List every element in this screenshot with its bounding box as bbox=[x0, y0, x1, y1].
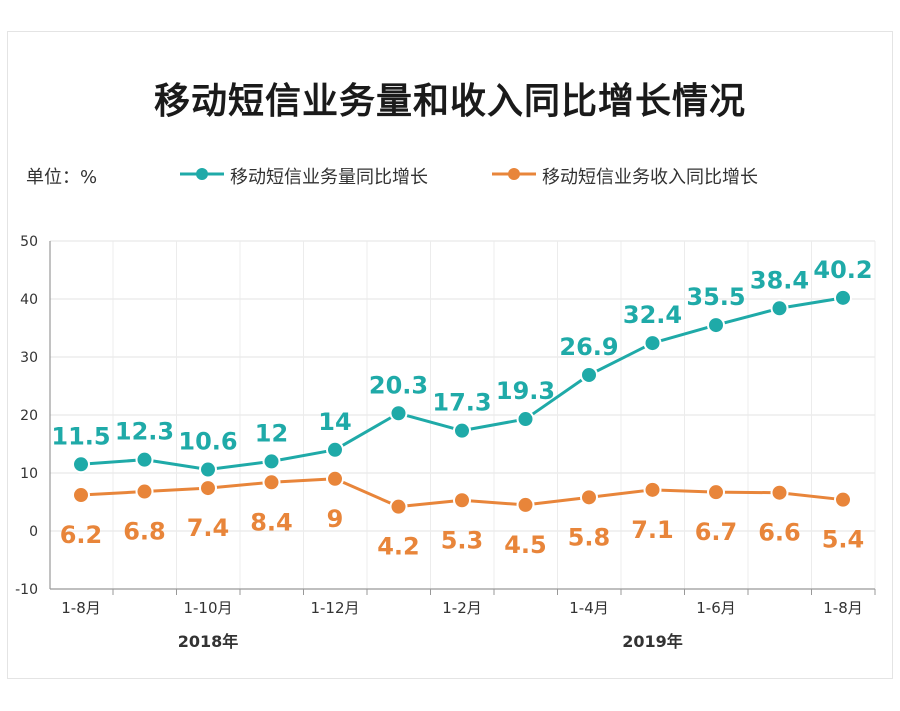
legend-volume-marker bbox=[180, 168, 224, 180]
volume-point bbox=[72, 455, 90, 474]
x-tick-label: 1-8月 bbox=[61, 599, 101, 617]
revenue-point bbox=[580, 488, 598, 507]
x-tick-label: 1-8月 bbox=[823, 599, 863, 617]
revenue-data-label: 6.2 bbox=[60, 521, 103, 549]
revenue-data-label: 6.6 bbox=[758, 519, 801, 547]
year-label: 2019年 bbox=[622, 632, 683, 651]
chart-title: 移动短信业务量和收入同比增长情况 bbox=[153, 81, 746, 122]
x-tick-label: 1-4月 bbox=[569, 599, 609, 617]
revenue-point bbox=[516, 495, 535, 514]
y-tick-label: 30 bbox=[20, 350, 38, 366]
revenue-point bbox=[834, 490, 852, 509]
volume-data-label: 19.3 bbox=[496, 377, 555, 405]
unit-label: 单位：% bbox=[26, 167, 98, 188]
volume-point bbox=[643, 334, 662, 353]
y-tick-label: 50 bbox=[20, 234, 38, 250]
volume-point bbox=[770, 299, 789, 318]
revenue-point bbox=[643, 480, 662, 499]
revenue-data-label: 7.4 bbox=[187, 514, 230, 542]
x-tick-label: 1-2月 bbox=[442, 599, 482, 617]
volume-point bbox=[834, 288, 852, 307]
volume-data-label: 12 bbox=[255, 419, 288, 447]
y-tick-label: 0 bbox=[29, 524, 38, 540]
volume-data-label: 12.3 bbox=[115, 418, 174, 446]
x-tick-label: 1-12月 bbox=[310, 599, 359, 617]
revenue-data-label: 4.2 bbox=[377, 533, 420, 561]
revenue-data-label: 6.7 bbox=[695, 518, 738, 546]
revenue-data-label: 9 bbox=[327, 505, 344, 533]
revenue-data-label: 6.8 bbox=[123, 518, 166, 546]
legend-revenue-marker bbox=[492, 168, 536, 180]
y-tick-label: 40 bbox=[20, 292, 38, 308]
revenue-data-label: 4.5 bbox=[504, 531, 547, 559]
revenue-data-label: 5.3 bbox=[441, 526, 484, 554]
revenue-data-label: 5.4 bbox=[822, 526, 865, 554]
legend-revenue-label: 移动短信业务收入同比增长 bbox=[542, 167, 758, 188]
y-tick-label: 10 bbox=[20, 466, 38, 482]
y-tick-label: 20 bbox=[20, 408, 38, 424]
revenue-data-label: 5.8 bbox=[568, 523, 611, 551]
revenue-data-label: 7.1 bbox=[631, 516, 674, 544]
volume-data-label: 35.5 bbox=[686, 283, 745, 311]
legend-volume-label: 移动短信业务量同比增长 bbox=[230, 167, 428, 188]
volume-point bbox=[389, 404, 408, 423]
volume-data-label: 26.9 bbox=[559, 333, 618, 361]
revenue-point bbox=[199, 479, 217, 498]
volume-data-label: 40.2 bbox=[813, 256, 872, 284]
x-tick-label: 1-6月 bbox=[696, 599, 736, 617]
revenue-point bbox=[707, 483, 725, 502]
x-tick-label: 1-10月 bbox=[183, 599, 232, 617]
volume-data-label: 38.4 bbox=[750, 266, 809, 294]
year-label: 2018年 bbox=[178, 632, 239, 651]
volume-point bbox=[199, 460, 217, 479]
volume-point bbox=[580, 365, 598, 384]
revenue-point bbox=[389, 497, 408, 516]
revenue-point bbox=[770, 483, 789, 502]
revenue-point bbox=[262, 473, 281, 492]
volume-data-label: 11.5 bbox=[51, 422, 110, 450]
revenue-point bbox=[135, 482, 154, 501]
volume-point bbox=[453, 421, 471, 440]
revenue-point bbox=[326, 469, 344, 488]
volume-data-label: 10.6 bbox=[178, 428, 237, 456]
volume-data-label: 17.3 bbox=[432, 389, 491, 417]
y-tick-label: -10 bbox=[15, 582, 38, 598]
revenue-point bbox=[72, 486, 90, 505]
revenue-data-label: 8.4 bbox=[250, 508, 293, 536]
chart-frame bbox=[7, 31, 893, 679]
volume-point bbox=[516, 410, 535, 429]
revenue-point bbox=[453, 491, 471, 510]
volume-point bbox=[707, 316, 725, 335]
volume-point bbox=[326, 440, 344, 459]
volume-data-label: 14 bbox=[318, 408, 351, 436]
volume-data-label: 32.4 bbox=[623, 301, 682, 329]
volume-data-label: 20.3 bbox=[369, 371, 428, 399]
volume-point bbox=[135, 450, 154, 469]
volume-point bbox=[262, 452, 281, 471]
